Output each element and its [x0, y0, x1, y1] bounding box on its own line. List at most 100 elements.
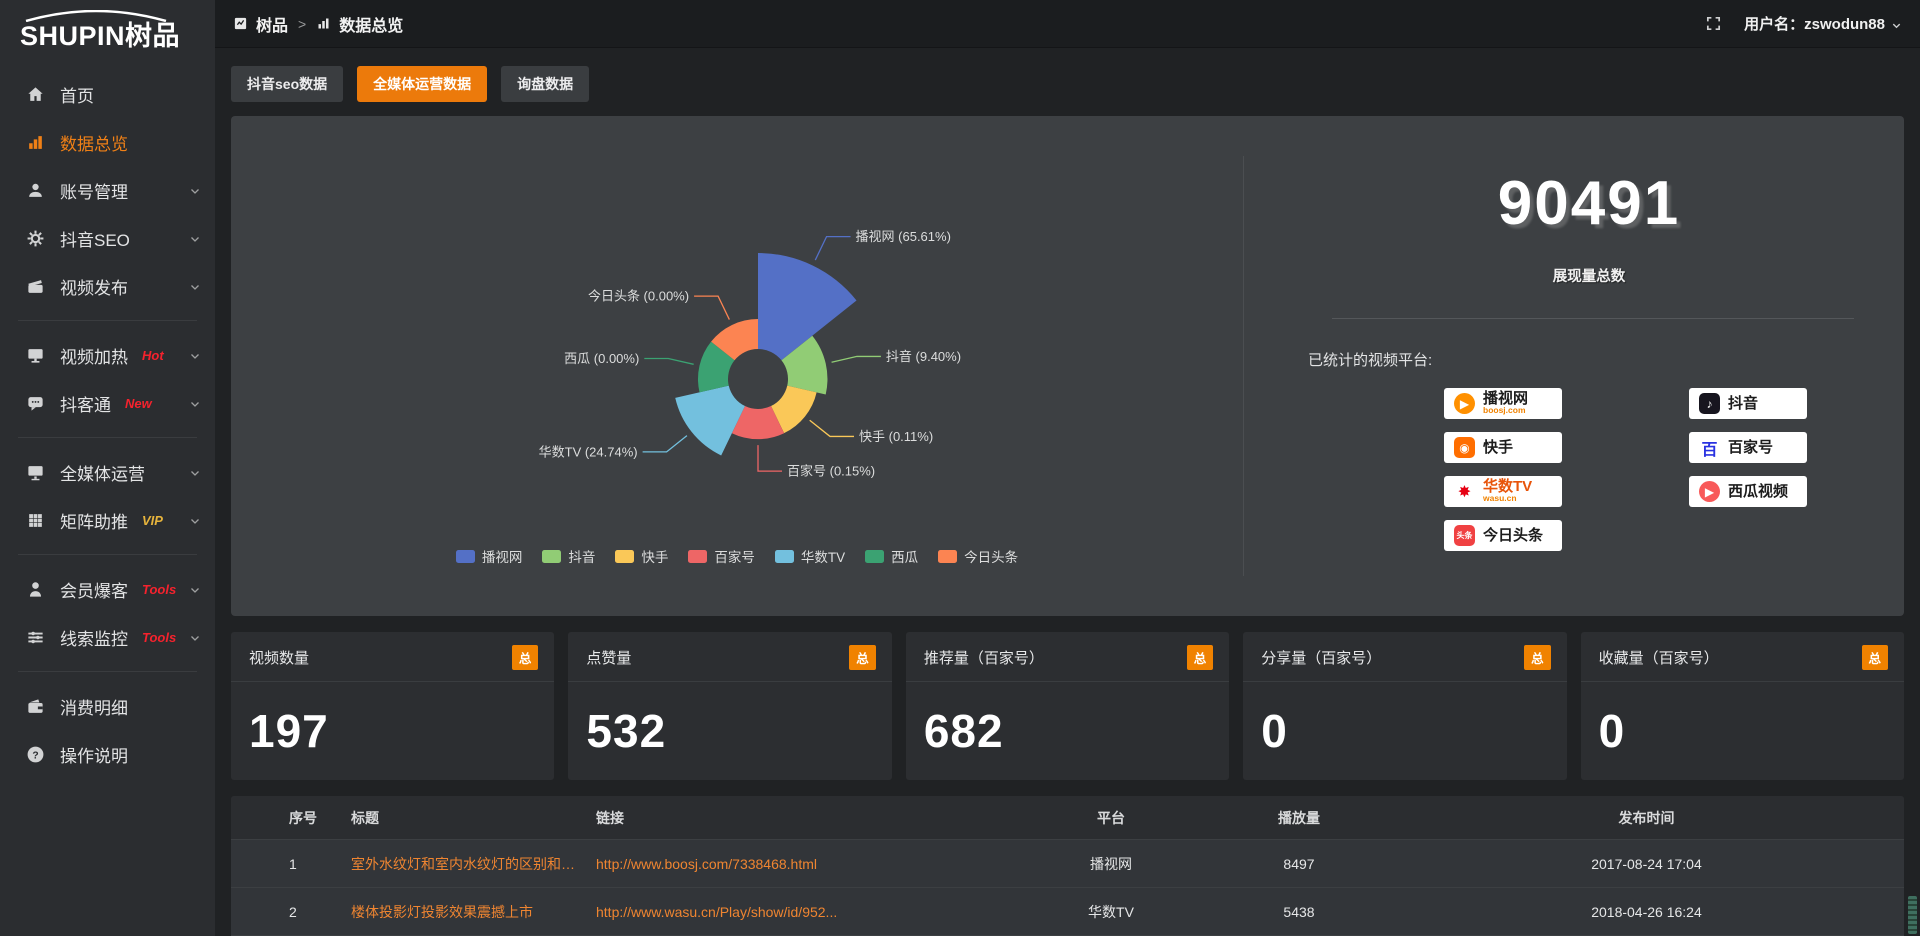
column-header-链接: 链接 [596, 809, 624, 826]
sidebar-item-label: 抖音SEO [60, 230, 130, 250]
pie-label-line-播视网 [814, 235, 851, 261]
sidebar-item-全媒体运营[interactable]: 全媒体运营 [0, 448, 215, 496]
breadcrumb-root[interactable]: 树品 [256, 17, 289, 35]
platform-logo-icon: ◉ [1454, 437, 1475, 458]
pie-label-百家号: 百家号 (0.15%) [787, 464, 875, 479]
legend-label: 百家号 [714, 550, 755, 565]
legend-swatch [688, 549, 708, 563]
total-badge[interactable]: 总 [1186, 645, 1214, 670]
platform-badge-华数TV: ✸ 华数TV wasu.cn [1444, 476, 1562, 507]
total-badge[interactable]: 总 [1524, 645, 1551, 670]
sidebar-item-线索监控[interactable]: 线索监控 Tools [0, 613, 215, 661]
sidebar-item-label: 首页 [60, 86, 94, 106]
legend-item-今日头条[interactable]: 今日头条 [938, 546, 1018, 566]
sidebar-item-首页[interactable]: 首页 [0, 70, 215, 118]
pie-label-line-百家号 [757, 445, 782, 472]
topbar: 树品 > 数据总览 用户名：zswodun88 [215, 0, 1920, 48]
pie-slice-播视网[interactable] [758, 253, 857, 361]
stat-card-title: 视频数量 [249, 650, 310, 667]
pie-chart-region: 播视网 (65.61%) 抖音 (9.40%) 快手 (0.11%) 百家号 (0.1… [231, 116, 1243, 616]
pie-label-line-今日头条 [694, 295, 730, 320]
cell-platform: 华数TV [1088, 903, 1134, 920]
videos-table: 序号 标题 链接 平台 播放量 发布时间 1 室外水纹灯和室内水纹灯的区别和简介 http://… [231, 796, 1904, 936]
cell-url-link[interactable]: http://www.wasu.cn/Play/show/id/952... [596, 903, 838, 920]
legend-item-百家号[interactable]: 百家号 [688, 546, 755, 566]
sidebar-item-视频发布[interactable]: 视频发布 [0, 262, 215, 310]
tab-全媒体运营数据[interactable]: 全媒体运营数据 [357, 66, 488, 102]
breadcrumb-separator: > [298, 15, 307, 32]
pie-slice-华数TV[interactable] [675, 385, 745, 456]
total-badge[interactable]: 总 [511, 645, 539, 670]
sidebar-menu: 首页数据总览账号管理抖音SEO 视频发布视频加热 Hot 抖客通 New 全媒体运营矩阵助… [0, 70, 215, 778]
platform-name: 华数TV [1483, 478, 1533, 496]
legend-label: 西瓜 [891, 550, 919, 565]
legend-item-华数TV[interactable]: 华数TV [774, 546, 845, 566]
cell-title-link[interactable]: 室外水纹灯和室内水纹灯的区别和简介 [351, 855, 588, 872]
fullscreen-icon[interactable] [1705, 15, 1722, 32]
platform-name-wrap: 快手 [1483, 440, 1513, 455]
gear-icon [26, 229, 45, 248]
legend-item-播视网[interactable]: 播视网 [455, 546, 522, 566]
platform-name-wrap: 百家号 [1728, 440, 1773, 455]
stat-card-value: 0 [1598, 705, 1626, 757]
sidebar-item-badge: Hot [142, 347, 164, 363]
total-impressions-value: 90491 [1497, 169, 1681, 238]
legend-label: 抖音 [568, 550, 596, 565]
cell-url-link[interactable]: http://www.boosj.com/7338468.html [596, 855, 818, 872]
pie-slice-百家号[interactable] [731, 406, 785, 440]
menu-divider [18, 320, 197, 322]
legend-swatch [542, 549, 562, 563]
menu-divider [18, 437, 197, 439]
legend-swatch [455, 549, 475, 563]
scrollbar-thumb[interactable] [1908, 896, 1917, 934]
sidebar-item-label: 全媒体运营 [60, 464, 145, 484]
platform-share-pie-chart[interactable]: 播视网 (65.61%) 抖音 (9.40%) 快手 (0.11%) 百家号 (0.1… [231, 116, 1243, 616]
pie-slice-抖音[interactable] [781, 335, 828, 395]
platform-badge-西瓜视频: ▶ 西瓜视频 [1689, 476, 1807, 507]
platform-name-wrap: 抖音 [1728, 396, 1758, 411]
total-badge[interactable]: 总 [1861, 645, 1889, 670]
platform-name: 百家号 [1728, 439, 1774, 456]
user-menu[interactable]: 用户名：zswodun88 [1744, 13, 1902, 34]
cell-seq: 1 [289, 855, 297, 872]
sidebar-item-抖客通[interactable]: 抖客通 New [0, 379, 215, 427]
sidebar-item-操作说明[interactable]: ? 操作说明 [0, 730, 215, 778]
sidebar-item-label: 会员爆客 [60, 581, 128, 601]
stat-card-value: 532 [586, 705, 667, 757]
sidebar-item-账号管理[interactable]: 账号管理 [0, 166, 215, 214]
svg-text:?: ? [32, 750, 38, 761]
stat-card-header: 点赞量 总 [568, 632, 892, 682]
question-icon: ? [26, 745, 45, 764]
platform-badge-今日头条: 头条 今日头条 [1444, 520, 1562, 551]
monitor-icon [26, 463, 45, 482]
sidebar-item-label: 数据总览 [60, 134, 128, 154]
sidebar-item-消费明细[interactable]: 消费明细 [0, 682, 215, 730]
total-badge[interactable]: 总 [849, 645, 876, 670]
column-header-序号: 序号 [289, 809, 317, 826]
sidebar-item-会员爆客[interactable]: 会员爆客 Tools [0, 565, 215, 613]
stat-card-title: 收藏量（百家号） [1598, 650, 1719, 667]
sidebar-item-矩阵助推[interactable]: 矩阵助推 VIP [0, 496, 215, 544]
legend-item-西瓜[interactable]: 西瓜 [865, 546, 918, 566]
sidebar-item-label: 账号管理 [60, 182, 128, 202]
sidebar-item-抖音SEO[interactable]: 抖音SEO [0, 214, 215, 262]
cell-title-link[interactable]: 楼体投影灯投影效果震撼上市 [351, 903, 533, 920]
sidebar: SHUPIN树品 首页 数据总览 账号管理 抖音SEO 视频发布 视频加热 Hot 抖客通 Ne… [0, 0, 215, 936]
pie-slice-西瓜[interactable] [698, 341, 735, 393]
pie-slice-今日头条[interactable] [711, 319, 758, 361]
platform-subtext: wasu.cn [1483, 493, 1517, 504]
legend-item-抖音[interactable]: 抖音 [542, 546, 595, 566]
sidebar-item-数据总览[interactable]: 数据总览 [0, 118, 215, 166]
tab-抖音seo数据[interactable]: 抖音seo数据 [231, 66, 344, 102]
legend-swatch [938, 549, 958, 563]
platform-logo-icon: ▶ [1454, 393, 1475, 414]
tab-询盘数据[interactable]: 询盘数据 [501, 66, 590, 102]
sidebar-item-label: 线索监控 [60, 629, 128, 649]
sidebar-item-视频加热[interactable]: 视频加热 Hot [0, 331, 215, 379]
cell-seq: 2 [289, 903, 297, 920]
stat-card-title: 点赞量 [586, 650, 632, 667]
legend-item-快手[interactable]: 快手 [615, 546, 668, 566]
platform-name: 西瓜视频 [1728, 483, 1789, 500]
platform-name: 今日头条 [1483, 527, 1544, 544]
pie-slice-快手[interactable] [771, 385, 817, 434]
